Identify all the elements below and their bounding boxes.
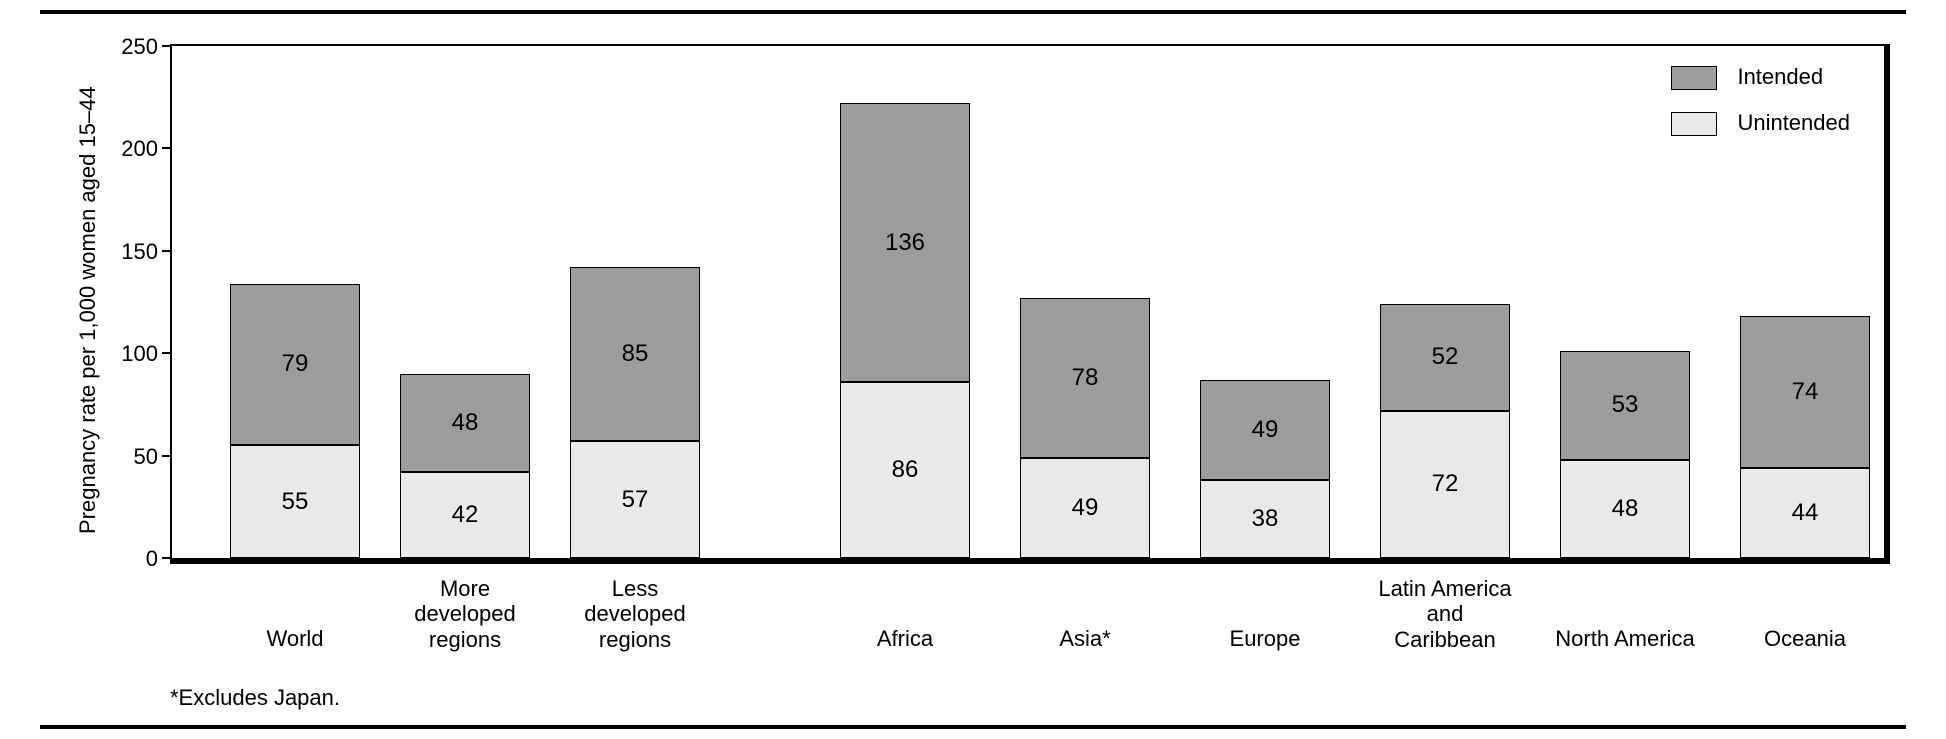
bar-segment-intended: 79 [230,284,360,446]
x-axis-label: Asia* [985,626,1185,651]
y-tick-label: 150 [108,239,158,265]
y-tick-label: 50 [108,444,158,470]
y-tick-mark [162,455,170,457]
bar-segment-intended: 85 [570,267,700,441]
bar-segment-unintended: 48 [1560,460,1690,558]
y-tick-mark [162,352,170,354]
bar-group: 4978 [1020,298,1150,558]
y-tick-mark [162,147,170,149]
bar-group: 5579 [230,284,360,558]
x-axis-label: Latin AmericaandCaribbean [1345,576,1545,652]
bar-group: 4474 [1740,316,1870,558]
bar-segment-unintended: 38 [1200,480,1330,558]
y-tick-label: 250 [108,34,158,60]
bar-segment-intended: 78 [1020,298,1150,458]
footnote: *Excludes Japan. [170,685,340,711]
bar-segment-intended: 136 [840,103,970,382]
legend-swatch-unintended [1671,112,1717,136]
y-tick-label: 200 [108,136,158,162]
bar-segment-intended: 49 [1200,380,1330,480]
legend-item-unintended: Unintended [1671,110,1850,136]
bar-group: 86136 [840,103,970,558]
legend-label-intended: Intended [1737,64,1823,89]
y-tick-mark [162,45,170,47]
bar-segment-intended: 53 [1560,351,1690,460]
y-tick-mark [162,557,170,559]
bar-segment-intended: 48 [400,374,530,472]
bar-segment-unintended: 86 [840,382,970,558]
legend-label-unintended: Unintended [1737,110,1850,135]
bar-segment-unintended: 57 [570,441,700,558]
x-axis-label: Europe [1165,626,1365,651]
y-tick-mark [162,250,170,252]
bar-group: 5785 [570,267,700,558]
legend-swatch-intended [1671,66,1717,90]
bar-group: 7252 [1380,304,1510,558]
chart-frame: Pregnancy rate per 1,000 women aged 15–4… [40,10,1906,729]
y-tick-label: 0 [108,546,158,572]
bar-segment-intended: 52 [1380,304,1510,410]
y-tick-label: 100 [108,341,158,367]
legend-item-intended: Intended [1671,64,1850,90]
x-axis-label: Oceania [1705,626,1905,651]
bar-segment-unintended: 44 [1740,468,1870,558]
bar-segment-unintended: 42 [400,472,530,558]
x-axis-label: Africa [805,626,1005,651]
legend: Intended Unintended [1671,64,1850,136]
x-axis-label: Lessdevelopedregions [535,576,735,652]
plot-area: 050100150200250 557942485785861364978384… [170,44,1890,564]
y-axis-label: Pregnancy rate per 1,000 women aged 15–4… [75,86,101,534]
bar-group: 4853 [1560,351,1690,558]
bar-segment-unintended: 49 [1020,458,1150,558]
bar-group: 3849 [1200,380,1330,558]
bar-segment-unintended: 55 [230,445,360,558]
bar-segment-unintended: 72 [1380,411,1510,558]
bar-segment-intended: 74 [1740,316,1870,468]
x-axis-label: North America [1525,626,1725,651]
bar-group: 4248 [400,374,530,558]
